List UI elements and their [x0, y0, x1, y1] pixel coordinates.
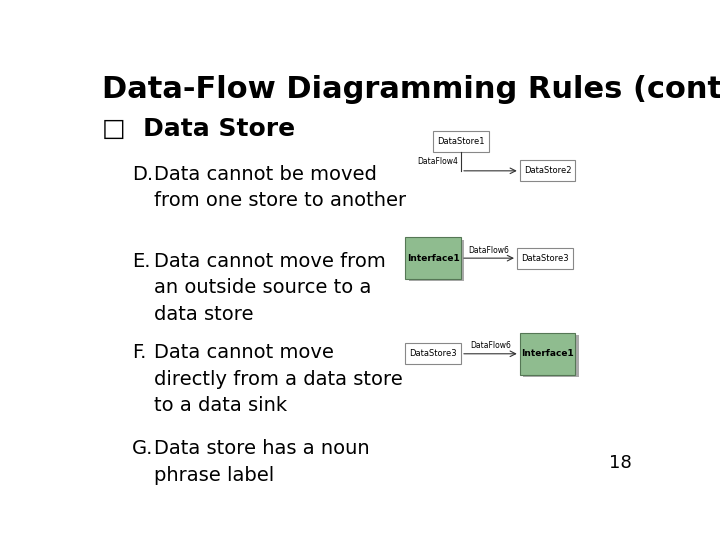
Text: Data cannot be moved
from one store to another: Data cannot be moved from one store to a… [154, 165, 406, 210]
Bar [520, 160, 575, 181]
Text: G.: G. [132, 439, 153, 458]
Bar [523, 335, 579, 377]
Text: Data-Flow Diagramming Rules (cont): Data-Flow Diagramming Rules (cont) [102, 75, 720, 104]
Text: DataStore1: DataStore1 [437, 137, 485, 146]
Text: DataFlow6: DataFlow6 [470, 341, 510, 350]
Text: DataStore3: DataStore3 [410, 349, 457, 358]
Bar [433, 131, 489, 152]
Bar [405, 343, 461, 364]
Text: D.: D. [132, 165, 153, 184]
Text: Interface1: Interface1 [521, 349, 574, 358]
Bar [520, 333, 575, 375]
Text: DataStore3: DataStore3 [521, 254, 569, 262]
Text: Interface1: Interface1 [407, 254, 459, 262]
Bar [517, 248, 572, 268]
Text: F.: F. [132, 343, 146, 362]
Text: DataStore2: DataStore2 [524, 166, 571, 176]
Text: E.: E. [132, 252, 150, 271]
Text: 18: 18 [608, 454, 631, 472]
Text: Data store has a noun
phrase label: Data store has a noun phrase label [154, 439, 370, 484]
Text: □  Data Store: □ Data Store [102, 117, 295, 141]
Bar [409, 240, 464, 281]
Text: DataFlow6: DataFlow6 [469, 246, 510, 255]
Text: Data cannot move
directly from a data store
to a data sink: Data cannot move directly from a data st… [154, 343, 403, 415]
Text: Data cannot move from
an outside source to a
data store: Data cannot move from an outside source … [154, 252, 386, 324]
Text: DataFlow4: DataFlow4 [418, 157, 459, 166]
Bar [405, 238, 461, 279]
